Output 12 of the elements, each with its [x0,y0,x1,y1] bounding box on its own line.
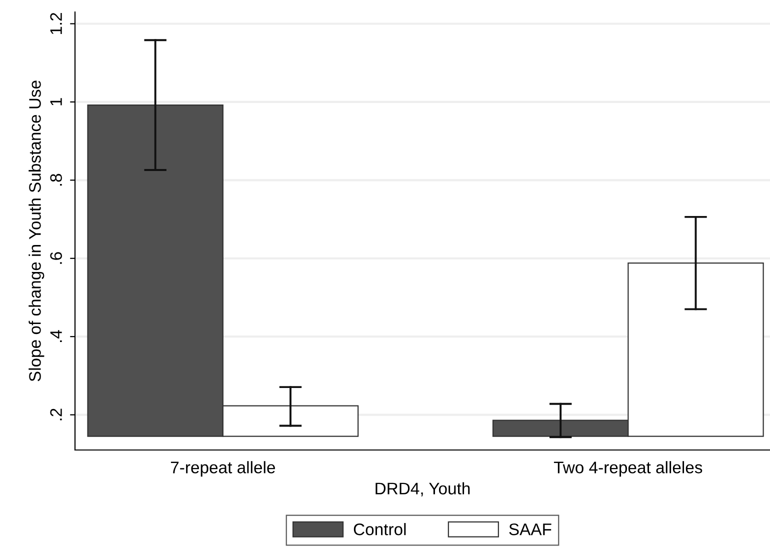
x-axis-title: DRD4, Youth [376,482,470,496]
y-axis-title: Slope of change in Youth Substance Use [28,80,44,382]
y-tick-label: 1 [50,98,62,106]
legend-label: SAAF [509,523,552,536]
y-tick-label: .8 [50,174,62,186]
y-tick-label: .2 [50,408,62,420]
x-tick-label: Two 4-repeat alleles [554,461,702,477]
y-tick-label: 1.2 [50,12,62,34]
x-tick-label: 7-repeat allele [170,461,275,477]
y-tick-label: .4 [50,330,62,342]
legend-label: Control [354,523,406,536]
y-tick-label: .6 [50,252,62,264]
